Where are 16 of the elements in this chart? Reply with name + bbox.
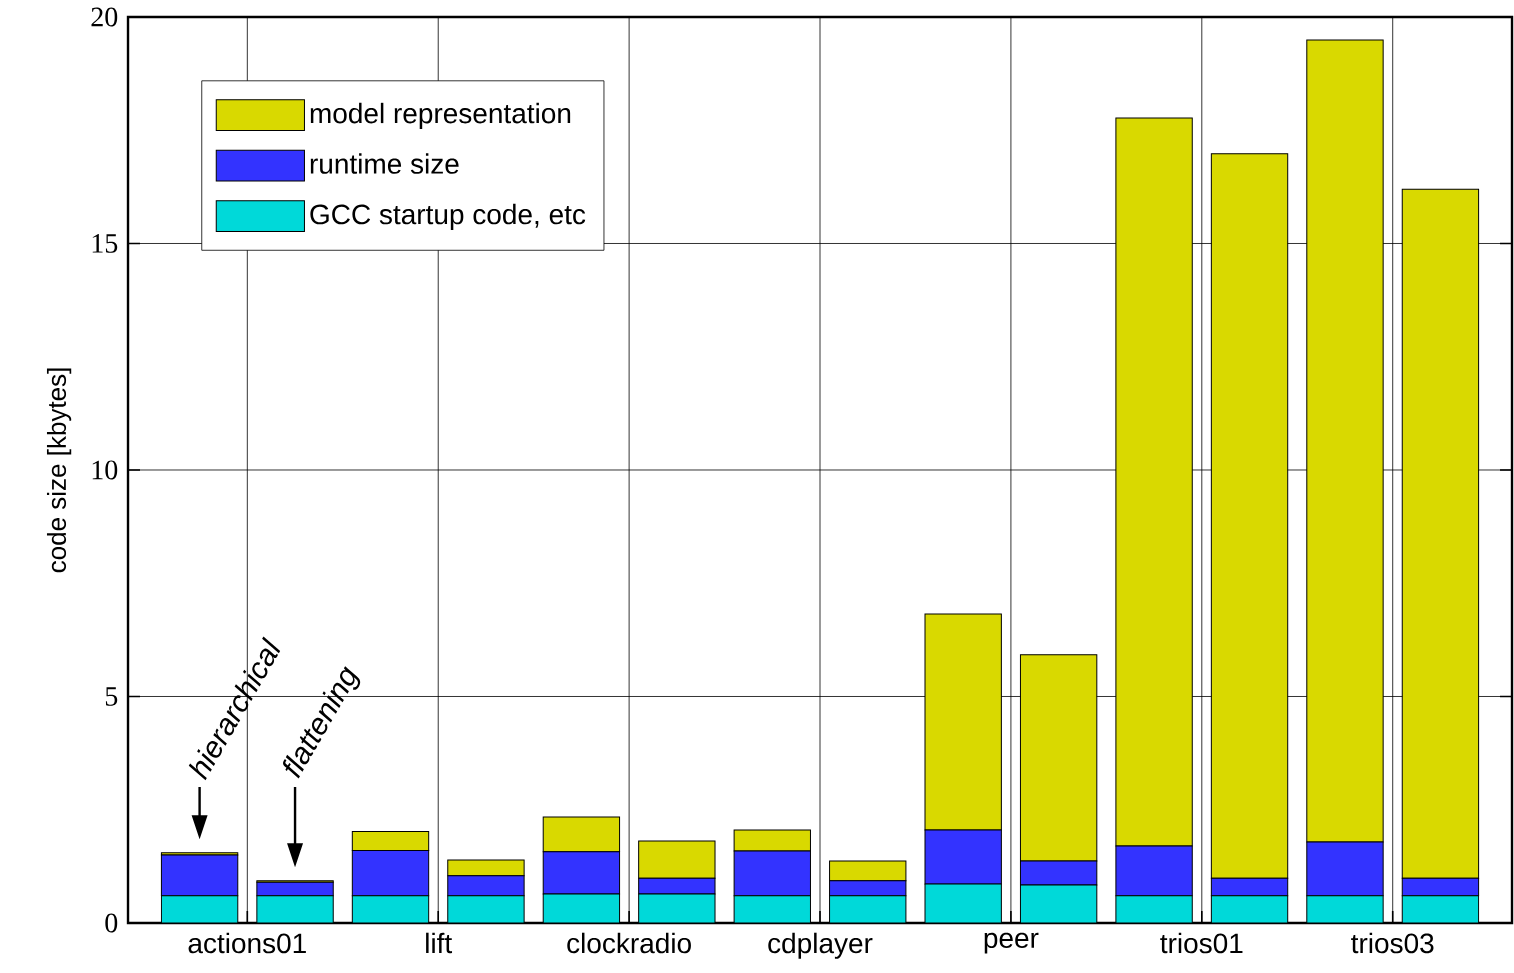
y-tick-label: 0 bbox=[105, 913, 118, 933]
legend-label: runtime size bbox=[310, 153, 459, 174]
x-tick-label: actions01 bbox=[188, 932, 306, 954]
x-tick-label: trios03 bbox=[1351, 932, 1434, 954]
x-tick-label: peer bbox=[984, 932, 1039, 954]
y-tick-label: 10 bbox=[92, 460, 118, 480]
y-tick-label: 5 bbox=[105, 687, 118, 706]
y-tick-label: 15 bbox=[92, 234, 118, 253]
y-axis-title: code size [kbytes] bbox=[46, 368, 72, 573]
legend-label: GCC startup code, etc bbox=[310, 203, 586, 230]
legend-label: model representation bbox=[310, 102, 571, 129]
y-tick-label: 20 bbox=[91, 7, 118, 27]
x-tick-label: lift bbox=[426, 932, 453, 954]
x-tick-label: trios01 bbox=[1160, 932, 1243, 954]
x-tick-label: cdplayer bbox=[768, 932, 873, 959]
x-tick-label: clockradio bbox=[567, 932, 691, 954]
